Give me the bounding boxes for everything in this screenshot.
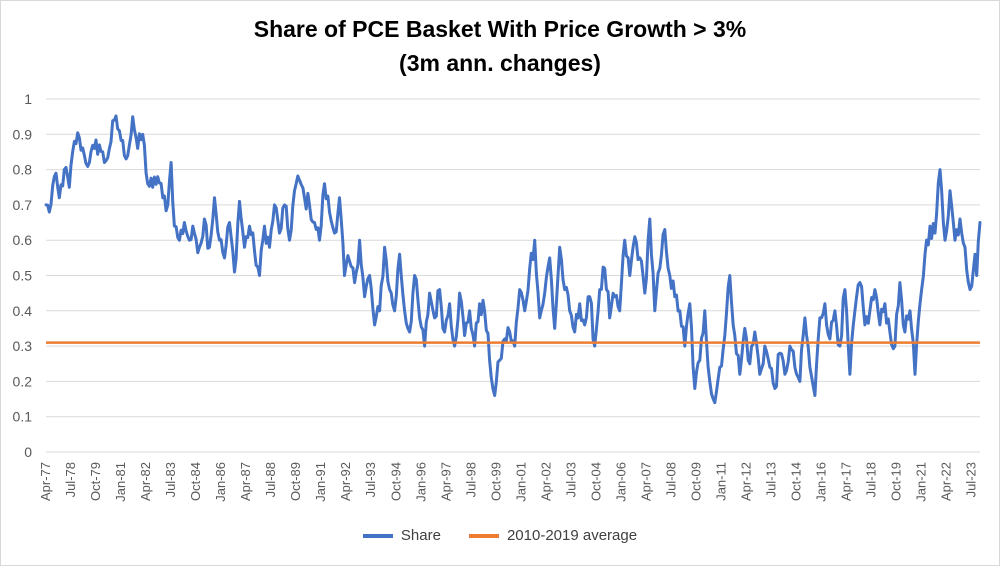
x-tick-label: Jul-83 [163,462,178,497]
y-tick-label: 0 [24,444,32,460]
x-tick-label: Jul-08 [663,462,678,497]
y-tick-label: 0.8 [13,162,33,178]
legend-label-average: 2010-2019 average [506,527,638,544]
x-tick-label: Apr-92 [338,462,353,501]
x-tick-label: Jul-18 [864,462,879,497]
x-tick-label: Oct-79 [88,462,103,501]
legend-swatch-share [362,533,393,538]
x-tick-label: Oct-94 [388,462,403,501]
x-tick-label: Oct-14 [789,462,804,501]
chart-subtitle: (3m ann. changes) [399,50,601,76]
legend-label-share: Share [400,527,441,544]
legend-item-average: 2010-2019 average [468,527,638,544]
x-tick-label: Jul-78 [63,462,78,497]
legend-item-share: Share [362,527,441,544]
x-tick-label: Apr-07 [638,462,653,501]
x-tick-label: Apr-22 [939,462,954,501]
y-tick-label: 0.4 [13,303,33,319]
series-line-share [44,114,982,405]
x-tick-label: Apr-82 [138,462,153,501]
x-tick-label: Jan-21 [914,462,929,502]
x-tick-label: Jul-23 [964,462,979,497]
y-tick-label: 0.2 [13,373,33,389]
x-tick-label: Oct-04 [588,462,603,501]
x-tick-label: Jan-11 [713,462,728,501]
gridlines [46,98,980,453]
x-tick-label: Oct-99 [488,462,503,501]
x-tick-label: Jul-93 [363,462,378,497]
x-tick-label: Oct-89 [288,462,303,501]
y-tick-label: 0.9 [13,126,33,142]
x-tick-label: Jul-98 [463,462,478,497]
x-tick-label: Jan-81 [113,462,128,502]
x-tick-label: Apr-12 [739,462,754,501]
y-tick-label: 1 [24,91,32,107]
x-tick-label: Apr-17 [839,462,854,501]
x-tick-label: Oct-19 [889,462,904,501]
x-tick-label: Jan-91 [313,462,328,502]
y-axis-labels: 0 0.1 0.2 0.3 0.4 0.5 0.6 0.7 0.8 0.9 1 [13,91,33,460]
x-tick-label: Apr-97 [438,462,453,501]
x-tick-label: Apr-02 [538,462,553,501]
x-tick-label: Jul-03 [563,462,578,497]
x-tick-label: Jan-01 [513,462,528,502]
x-tick-label: Jan-86 [213,462,228,502]
x-tick-label: Jan-16 [814,462,829,502]
y-tick-label: 0.3 [13,338,33,354]
series-group [44,114,982,405]
chart-title: Share of PCE Basket With Price Growth > … [253,16,747,42]
y-tick-label: 0.7 [13,197,33,213]
x-tick-label: Jul-88 [263,462,278,497]
x-tick-label: Apr-87 [238,462,253,501]
y-tick-label: 0.6 [13,232,33,248]
legend: Share 2010-2019 average [0,527,1000,544]
x-axis-labels: Apr-77 Jul-78 Oct-79 Jan-81 Apr-82 Jul-83 Oct-… [38,462,979,502]
x-tick-label: Oct-09 [688,462,703,501]
x-tick-label: Jan-06 [613,462,628,502]
y-tick-label: 0.5 [13,268,33,284]
x-tick-label: Jul-13 [764,462,779,497]
x-tick-label: Jan-96 [413,462,428,502]
y-tick-label: 0.1 [13,409,33,425]
legend-swatch-average [468,533,499,538]
x-tick-label: Apr-77 [38,462,53,501]
x-tick-label: Oct-84 [188,462,203,501]
